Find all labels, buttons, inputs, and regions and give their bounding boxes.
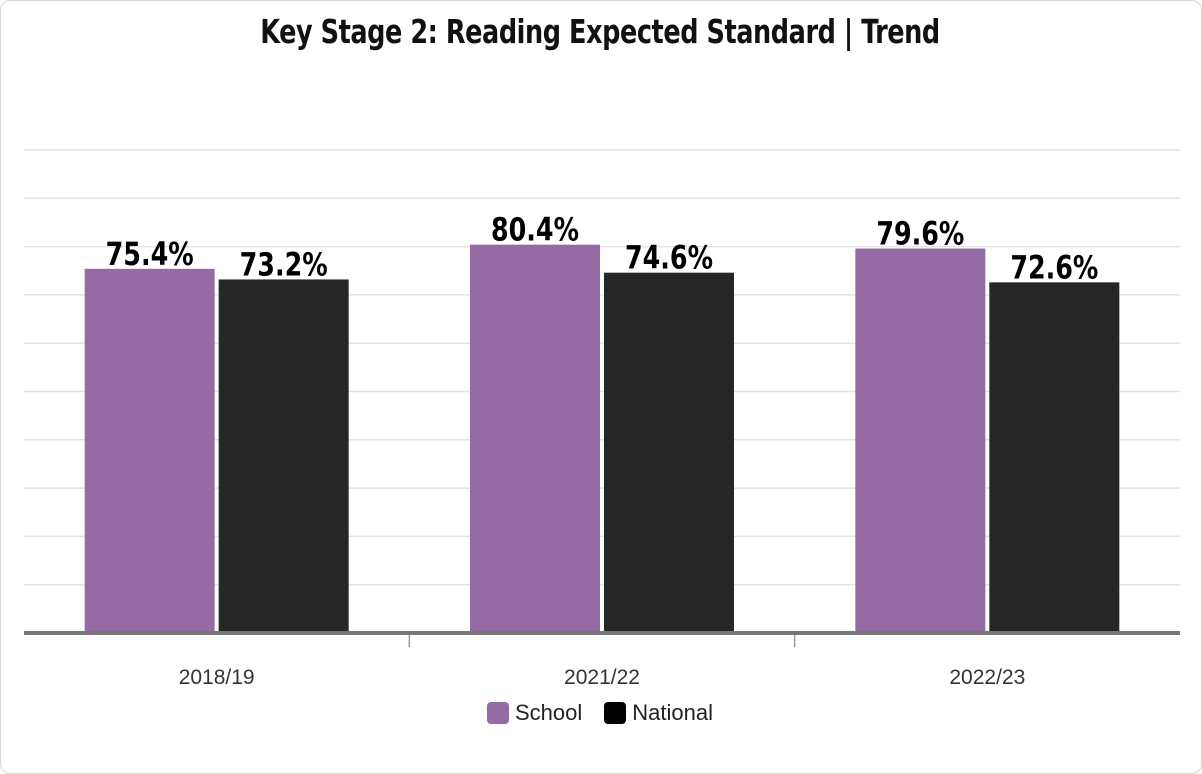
data-label: 79.6% [876,215,964,253]
x-tick-label: 2018/19 [179,666,255,689]
legend-label-school: School [515,700,583,725]
x-tick-label: 2021/22 [564,666,640,689]
legend-label-national: National [632,700,713,725]
chart-title: Key Stage 2: Reading Expected Standard |… [260,12,940,51]
bar-national-2022-23[interactable] [989,282,1120,633]
legend-item-national[interactable]: National [604,700,713,726]
bar-school-2022-23[interactable] [855,248,986,634]
data-label: 80.4% [491,211,579,249]
legend-swatch-school [487,702,509,724]
bar-national-2018-19[interactable] [218,279,349,633]
legend: School National [0,700,1200,726]
bar-national-2021-22[interactable] [604,272,734,633]
gridlines [24,149,1180,586]
bars: 75.4% 73.2% 80.4% 74.6% 79.6% 72.6% [84,211,1120,634]
data-label: 74.6% [625,239,713,277]
legend-swatch-national [604,702,627,724]
legend-item-school[interactable]: School [487,700,582,726]
data-label: 73.2% [240,245,328,283]
x-tick-label: 2022/23 [949,666,1025,689]
bar-school-2018-19[interactable] [84,268,215,633]
data-label: 75.4% [106,235,194,273]
data-label: 72.6% [1010,248,1098,286]
bar-school-2021-22[interactable] [470,244,600,633]
x-axis: 2018/19 2021/22 2022/23 [24,631,1180,689]
